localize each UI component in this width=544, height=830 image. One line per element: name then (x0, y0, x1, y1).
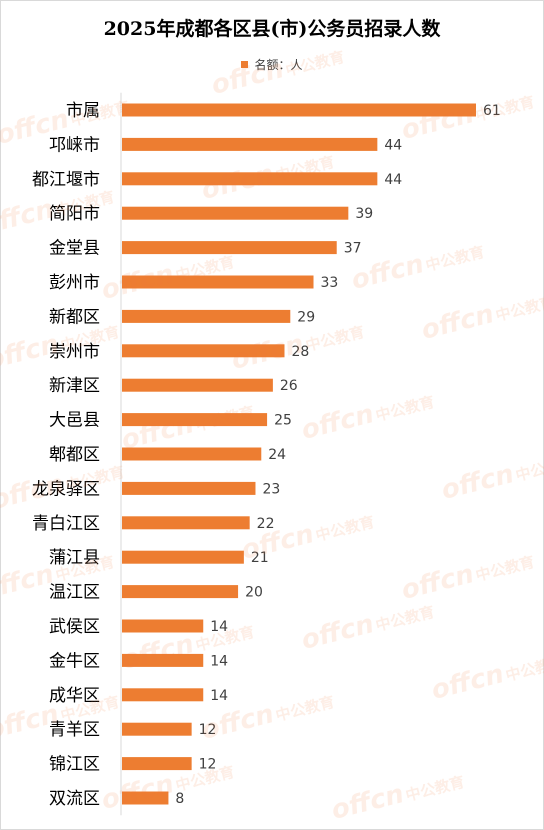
data-label: 25 (274, 413, 292, 429)
data-label: 33 (321, 275, 339, 291)
category-label: 成华区 (49, 686, 100, 706)
data-label: 61 (483, 103, 501, 119)
category-label: 都江堰市 (32, 170, 100, 190)
data-label: 22 (257, 516, 275, 532)
category-label: 新都区 (49, 307, 100, 327)
bar (122, 275, 314, 289)
bar (122, 585, 239, 599)
category-label: 市属 (66, 101, 100, 121)
bar (122, 757, 192, 771)
bar (122, 481, 256, 495)
data-label: 8 (175, 791, 184, 807)
category-label: 大邑县 (49, 411, 100, 431)
category-label: 金堂县 (49, 239, 100, 259)
category-label: 龙泉驿区 (32, 479, 100, 499)
legend-label: 名额：人 (254, 58, 303, 72)
bar (122, 447, 262, 461)
bar (122, 619, 204, 633)
category-label: 崇州市 (49, 342, 100, 362)
bar (122, 413, 268, 427)
category-label: 双流区 (49, 789, 100, 809)
bar (122, 309, 291, 323)
bar (122, 137, 378, 151)
chart-title: 2025年成都各区县(市)公务员招录人数 (103, 18, 441, 40)
category-label: 彭州市 (49, 273, 100, 293)
bar (122, 103, 476, 117)
bar (122, 172, 378, 186)
bar (122, 653, 204, 667)
data-label: 44 (384, 137, 402, 153)
bar (122, 550, 244, 564)
data-label: 44 (384, 172, 402, 188)
category-label: 青羊区 (49, 720, 100, 740)
data-label: 12 (199, 722, 217, 738)
category-label: 简阳市 (49, 204, 100, 224)
bar (122, 791, 169, 805)
data-label: 29 (297, 309, 315, 325)
data-label: 28 (291, 344, 309, 360)
data-label: 37 (344, 241, 362, 257)
data-label: 24 (268, 447, 286, 463)
bar (122, 722, 192, 736)
category-label: 青白江区 (32, 514, 100, 534)
category-label: 郫都区 (49, 445, 100, 465)
data-label: 21 (251, 550, 269, 566)
bar (122, 378, 273, 392)
category-label: 邛崃市 (49, 135, 100, 155)
data-label: 26 (280, 378, 298, 394)
category-label: 新津区 (49, 376, 100, 396)
data-label: 14 (210, 619, 228, 635)
legend-swatch (241, 61, 249, 68)
data-label: 12 (199, 757, 217, 773)
data-label: 14 (210, 688, 228, 704)
category-label: 温江区 (49, 583, 100, 603)
data-label: 20 (245, 585, 263, 601)
category-label: 金牛区 (49, 651, 100, 671)
bar (122, 206, 349, 220)
category-label: 武侯区 (49, 617, 100, 637)
category-label: 蒲江县 (49, 548, 100, 568)
bar (122, 241, 337, 255)
bar (122, 344, 285, 358)
data-label: 14 (210, 653, 228, 669)
category-label: 锦江区 (49, 755, 100, 775)
bar (122, 516, 250, 530)
bar (122, 688, 204, 702)
data-label: 23 (262, 481, 280, 497)
data-label: 39 (355, 206, 373, 222)
legend: 名额：人 (0, 56, 544, 73)
